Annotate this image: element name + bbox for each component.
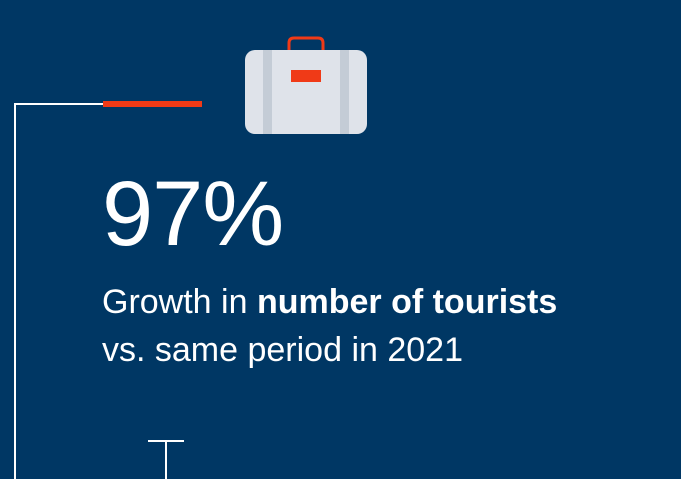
stat-description-prefix: Growth in <box>102 283 257 321</box>
frame-horizontal-line <box>14 103 104 105</box>
stat-value: 97% <box>102 163 284 265</box>
stat-description-line-2: vs. same period in 2021 <box>102 331 463 369</box>
accent-bar <box>103 101 202 107</box>
stat-description: Growth in number of tourists vs. same pe… <box>102 278 557 374</box>
stat-description-line-1: Growth in number of tourists <box>102 278 557 326</box>
stat-description-bold: number of tourists <box>256 283 558 321</box>
frame-vertical-line <box>14 103 16 479</box>
suitcase-icon <box>245 36 367 134</box>
t-marker-icon <box>148 440 184 479</box>
